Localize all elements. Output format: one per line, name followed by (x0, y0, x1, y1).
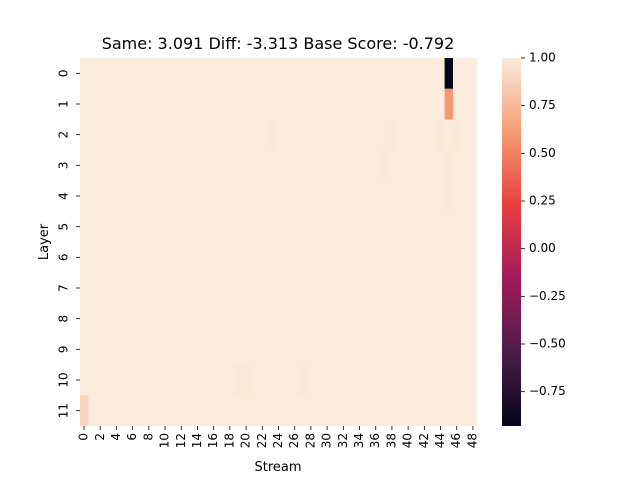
heatmap-cell (436, 119, 445, 151)
colorbar-tick-label: 0.50 (529, 146, 556, 160)
x-tick-label: 8 (141, 433, 155, 441)
colorbar-tick-label: −0.25 (529, 289, 566, 303)
colorbar-tick-label: −0.50 (529, 337, 566, 351)
x-tick-label: 4 (109, 433, 123, 441)
heatmap-cell (444, 180, 453, 212)
heatmap-cell (444, 150, 453, 181)
y-tick-label: 6 (57, 254, 71, 262)
y-axis-ticks: 0 1 2 3 4 5 6 7 8 9 10 11 (57, 70, 80, 418)
y-tick-label: 11 (57, 403, 71, 418)
x-axis-label: Stream (254, 460, 301, 475)
x-tick-label: 44 (433, 433, 447, 448)
y-tick-label: 8 (57, 315, 71, 323)
x-tick-label: 2 (93, 433, 107, 441)
x-tick-label: 34 (352, 433, 366, 448)
heatmap-cell (298, 364, 308, 396)
x-tick-label: 22 (255, 433, 269, 448)
y-tick-label: 7 (57, 284, 71, 292)
x-tick-label: 16 (206, 433, 220, 448)
x-tick-label: 20 (239, 433, 253, 448)
x-tick-label: 24 (271, 433, 285, 448)
x-tick-label: 40 (401, 433, 415, 448)
y-tick-label: 4 (57, 192, 71, 200)
x-tick-label: 38 (384, 433, 398, 448)
x-tick-label: 26 (287, 433, 301, 448)
x-tick-label: 12 (174, 433, 188, 448)
heatmap-cell (242, 364, 251, 396)
y-tick-label: 0 (57, 70, 71, 78)
heatmap-cell (387, 119, 397, 151)
x-tick-label: 0 (77, 433, 91, 441)
x-tick-label: 10 (158, 433, 172, 448)
colorbar-tick-label: 0.75 (529, 98, 556, 112)
heatmap-cells (80, 58, 477, 427)
x-tick-label: 30 (320, 433, 334, 448)
colorbar-ticks: 1.00 0.75 0.50 0.25 0.00 −0.25 −0.50 −0.75 (521, 51, 566, 398)
x-tick-label: 48 (465, 433, 479, 448)
chart-title: Same: 3.091 Diff: -3.313 Base Score: -0.… (102, 34, 455, 53)
y-tick-label: 9 (57, 346, 71, 354)
heatmap-cell (444, 88, 453, 120)
x-tick-label: 14 (190, 433, 204, 448)
heatmap-cell (379, 150, 389, 181)
heatmap-cell (80, 395, 89, 427)
heatmap-cell (233, 364, 243, 396)
heatmap-cell (266, 119, 275, 151)
x-tick-label: 46 (449, 433, 463, 448)
colorbar-tick-label: −0.75 (529, 384, 566, 398)
x-tick-label: 18 (222, 433, 236, 448)
y-tick-label: 3 (57, 162, 71, 170)
y-tick-label: 1 (57, 100, 71, 108)
heatmap-cell (452, 119, 462, 151)
x-tick-label: 42 (417, 433, 431, 448)
y-axis-label: Layer (37, 223, 52, 260)
colorbar-tick-label: 1.00 (529, 51, 556, 65)
colorbar (502, 58, 521, 426)
y-tick-label: 5 (57, 223, 71, 231)
x-tick-label: 32 (336, 433, 350, 448)
y-tick-label: 2 (57, 131, 71, 139)
x-tick-label: 28 (303, 433, 317, 448)
x-axis-ticks: 0 2 4 6 8 10 12 14 16 18 20 22 24 26 28 30 32 34 36 38 40 42 4… (77, 426, 479, 448)
x-tick-label: 36 (368, 433, 382, 448)
y-tick-label: 10 (57, 372, 71, 387)
colorbar-tick-label: 0.00 (529, 241, 556, 255)
x-tick-label: 6 (125, 433, 139, 441)
heatmap-background (80, 58, 477, 426)
colorbar-tick-label: 0.25 (529, 194, 556, 208)
heatmap-cell (444, 58, 453, 89)
